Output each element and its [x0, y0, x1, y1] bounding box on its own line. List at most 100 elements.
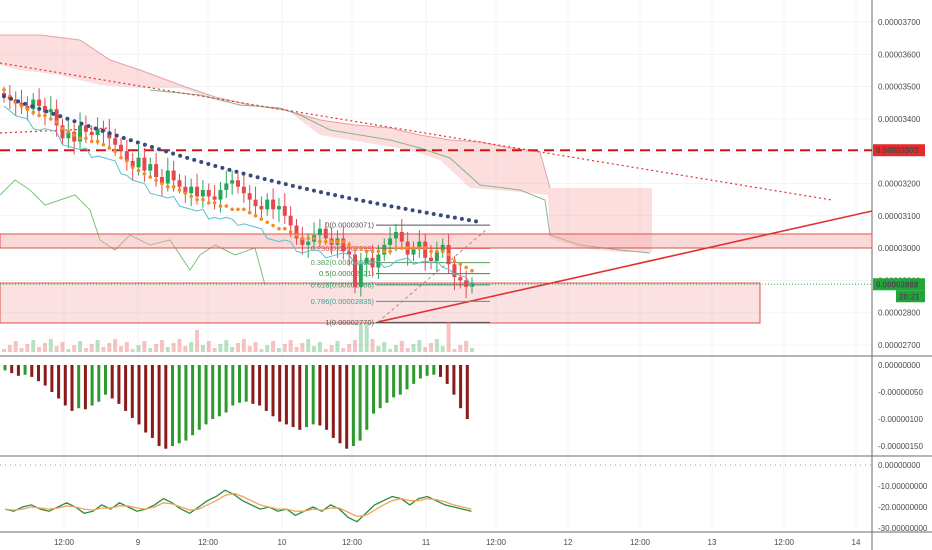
volume-bar	[13, 341, 18, 352]
candle-body[interactable]	[195, 186, 200, 197]
time-axis[interactable]: 12:00 9 12:00 10 12:00 11 12:00 12 12:00 13 12:00 1…	[54, 538, 861, 547]
fast-ma-point	[400, 246, 404, 250]
candle-body[interactable]	[177, 180, 182, 187]
candle-body[interactable]	[95, 128, 100, 136]
macd-bar	[117, 365, 121, 404]
candle-body[interactable]	[206, 189, 211, 197]
candle-body[interactable]	[212, 196, 217, 200]
slow-ma-point	[149, 145, 154, 150]
support-zone[interactable]	[0, 282, 761, 324]
candle-body[interactable]	[434, 251, 439, 262]
candle-body[interactable]	[224, 183, 229, 190]
candle-body[interactable]	[470, 283, 474, 287]
candle-body[interactable]	[119, 144, 123, 152]
candle-body[interactable]	[113, 138, 118, 145]
candle-body[interactable]	[78, 125, 83, 142]
macd-bar	[110, 365, 114, 399]
candle-body[interactable]	[417, 241, 422, 249]
candle-body[interactable]	[54, 109, 59, 126]
volume-bar	[417, 340, 422, 352]
candle-body[interactable]	[236, 180, 240, 187]
candle-body[interactable]	[306, 241, 311, 245]
macd-bar	[97, 365, 101, 402]
candle-body[interactable]	[89, 131, 94, 136]
candle-body[interactable]	[165, 170, 170, 184]
candle-body[interactable]	[440, 244, 445, 252]
fib-level-label: 0.618(0.00002886)	[311, 280, 375, 289]
candle-body[interactable]	[48, 109, 53, 113]
candle-body[interactable]	[317, 228, 322, 236]
macd-bar	[83, 365, 87, 410]
candle-body[interactable]	[276, 206, 281, 210]
candle-body[interactable]	[83, 125, 88, 132]
candle-body[interactable]	[458, 277, 463, 281]
candle-body[interactable]	[271, 199, 276, 210]
candle-body[interactable]	[37, 99, 42, 106]
candle-body[interactable]	[241, 186, 246, 194]
candle-body[interactable]	[159, 177, 164, 184]
macd-bar	[171, 365, 174, 446]
candle-body[interactable]	[259, 206, 264, 210]
candle-body[interactable]	[388, 238, 393, 245]
ascending-trendline[interactable]	[377, 210, 873, 323]
candle-body[interactable]	[265, 199, 270, 210]
candle-body[interactable]	[200, 189, 205, 197]
macd-bar	[365, 365, 369, 430]
price-tag[interactable]	[873, 144, 925, 157]
candle-body[interactable]	[452, 264, 457, 278]
candle-body[interactable]	[300, 238, 305, 245]
dotted-trendline-top[interactable]	[0, 62, 833, 201]
candle-body[interactable]	[464, 280, 469, 287]
candle-body[interactable]	[429, 257, 434, 262]
candle-body[interactable]	[154, 164, 159, 178]
candle-body[interactable]	[171, 170, 176, 181]
candle-body[interactable]	[399, 231, 404, 242]
candle-body[interactable]	[393, 231, 398, 239]
fast-ma-point	[177, 188, 182, 192]
candle-body[interactable]	[189, 186, 194, 194]
candle-body[interactable]	[42, 105, 47, 113]
candle-body[interactable]	[136, 157, 141, 168]
macd-bar	[177, 365, 181, 444]
candle-body[interactable]	[323, 228, 328, 239]
fast-ma-point	[259, 217, 264, 221]
candle-body[interactable]	[31, 99, 36, 110]
candle-body[interactable]	[364, 257, 369, 265]
candle-body[interactable]	[411, 248, 416, 255]
candle-body[interactable]	[358, 264, 363, 287]
candle-body[interactable]	[66, 131, 71, 139]
candle-body[interactable]	[294, 225, 299, 239]
volume-bar	[265, 345, 270, 352]
candle-body[interactable]	[60, 125, 65, 139]
candle-body[interactable]	[347, 251, 352, 255]
candle-body[interactable]	[230, 180, 235, 184]
volume-bar	[253, 342, 258, 352]
oscillator-tick-label: -10.00000000	[878, 482, 928, 491]
candle-body[interactable]	[124, 151, 129, 161]
candle-body[interactable]	[218, 189, 223, 200]
candle-body[interactable]	[142, 157, 147, 171]
candle-body[interactable]	[183, 186, 188, 194]
candle-body[interactable]	[353, 254, 357, 287]
candle-body[interactable]	[148, 164, 153, 171]
volume-bar	[300, 343, 305, 352]
price-axis[interactable]: 0.00003700 0.00003600 0.00003500 0.00003400…	[873, 18, 928, 533]
price-tag[interactable]	[873, 278, 925, 291]
volume-bar	[236, 343, 240, 352]
fast-ma-point	[446, 252, 451, 257]
candle-body[interactable]	[247, 193, 252, 200]
fast-ma-point	[125, 159, 129, 163]
countdown-label: 20:21	[899, 292, 920, 301]
candle-body[interactable]	[341, 238, 346, 252]
volume-bar	[25, 344, 30, 352]
slow-ma-point	[361, 198, 366, 203]
volume-bar	[37, 347, 42, 352]
candle-body[interactable]	[130, 160, 135, 168]
slow-ma-point	[326, 191, 331, 196]
candle-body[interactable]	[253, 199, 258, 207]
slow-ma-point	[156, 147, 161, 152]
candle-body[interactable]	[288, 215, 293, 226]
volume-bar	[440, 346, 445, 352]
candle-body[interactable]	[282, 206, 287, 216]
